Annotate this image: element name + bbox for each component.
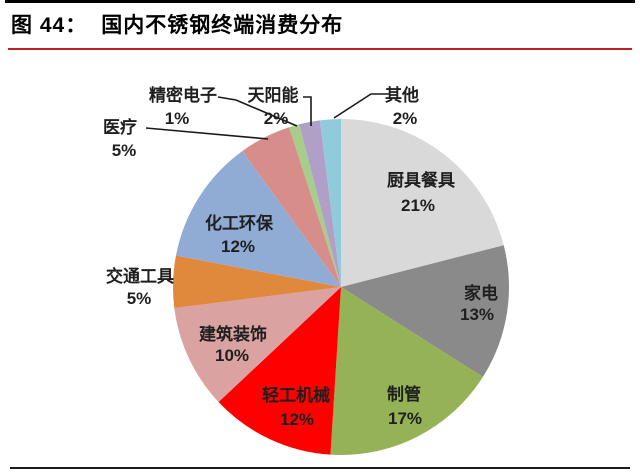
figure-title-text: 国内不锈钢终端消费分布	[101, 14, 344, 37]
slice-label-pct: 17%	[388, 409, 422, 428]
leader-line	[333, 93, 389, 119]
pie-slice	[341, 245, 509, 378]
pie-slice	[319, 119, 341, 287]
slice-label-pct: 5%	[127, 289, 152, 308]
leader-line	[145, 127, 269, 140]
slice-label-name: 天阳能	[248, 85, 299, 105]
figure-title: 图 44： 国内不锈钢终端消费分布	[11, 9, 630, 39]
title-underline	[8, 48, 632, 50]
leader-line	[303, 96, 312, 126]
slice-label-pct: 12%	[221, 237, 255, 256]
slice-label-pct: 2%	[264, 109, 289, 128]
pie-slice	[299, 120, 341, 287]
slice-label-pct: 1%	[165, 109, 190, 128]
slice-label-name: 精密电子	[149, 85, 217, 105]
slice-label-name: 化工环保	[205, 213, 274, 233]
pie-slice	[242, 127, 341, 287]
pie-slice	[175, 151, 341, 287]
leader-line	[217, 96, 298, 127]
slice-label-pct: 12%	[280, 410, 314, 429]
pie-slice	[218, 287, 341, 455]
slice-label-pct: 5%	[112, 141, 137, 160]
slice-label-name: 其他	[385, 85, 419, 105]
slice-label-pct: 21%	[401, 196, 435, 215]
pie-slice	[330, 287, 483, 456]
slice-label-name: 轻工机械	[262, 385, 330, 405]
top-rule	[5, 0, 635, 3]
slice-label-name: 家电	[464, 283, 498, 303]
slice-label-name: 厨具餐具	[387, 170, 455, 190]
pie-slice	[289, 124, 341, 287]
bottom-rule	[10, 467, 630, 469]
slice-label-pct: 10%	[215, 346, 249, 365]
slice-label-name: 医疗	[103, 117, 137, 137]
slice-label-name: 交通工具	[106, 266, 174, 286]
pie-slice	[172, 255, 341, 309]
slice-label-name: 建筑装饰	[199, 324, 267, 344]
pie-slice	[174, 287, 341, 402]
slice-label-name: 制管	[387, 384, 421, 404]
pie-slice	[341, 119, 504, 287]
slice-label-pct: 2%	[393, 109, 418, 128]
slice-label-pct: 13%	[460, 305, 494, 324]
figure-number: 图 44：	[11, 14, 88, 37]
